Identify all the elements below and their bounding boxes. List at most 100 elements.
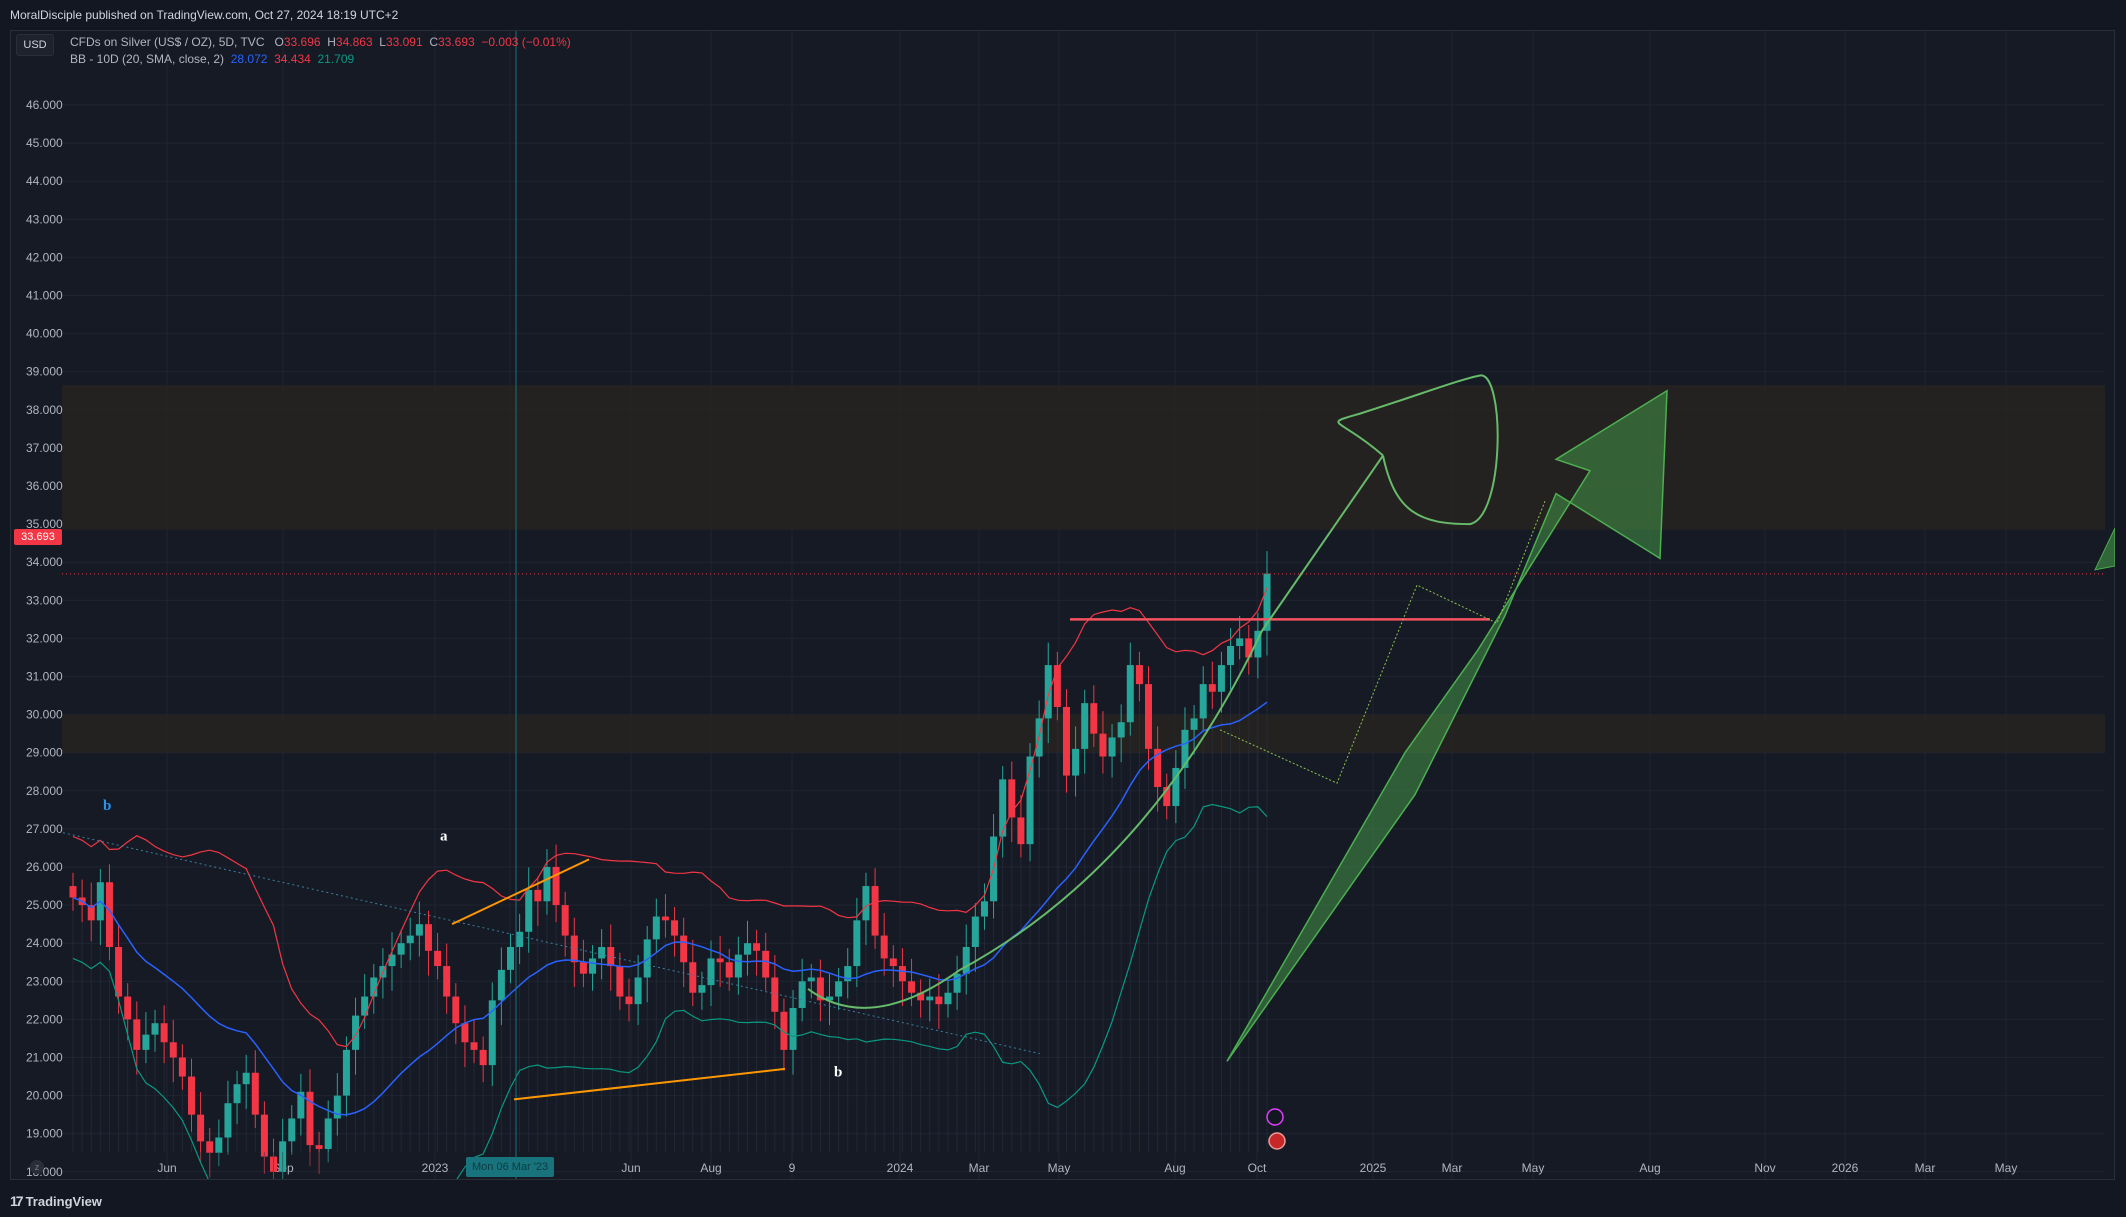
candle-body xyxy=(1117,722,1125,738)
candle-down xyxy=(680,917,688,1152)
candle-up xyxy=(1181,707,1189,1152)
candle-down xyxy=(908,958,916,1152)
y-tick-label: 41.000 xyxy=(26,289,63,303)
y-tick-label: 27.000 xyxy=(26,822,63,836)
candle-body xyxy=(1208,684,1216,692)
x-tick-label: 2025 xyxy=(1360,1161,1387,1175)
candle-body xyxy=(1126,665,1134,723)
candle-body xyxy=(1026,756,1034,845)
candle-down xyxy=(871,868,879,1152)
change-value: −0.003 (−0.01%) xyxy=(481,35,571,49)
y-tick-label: 23.000 xyxy=(26,974,63,988)
candle-down xyxy=(552,844,560,1152)
candle-up xyxy=(1263,551,1271,1152)
chart-frame xyxy=(10,30,2115,1180)
candle-down xyxy=(178,1044,186,1152)
y-tick-label: 29.000 xyxy=(26,746,63,760)
candle-up xyxy=(224,1080,232,1155)
candle-up xyxy=(826,974,834,1152)
candle-up xyxy=(1072,726,1080,1152)
candle-body xyxy=(1181,729,1189,768)
price-chart[interactable]: 46.000 45.000 44.000 43.000 42.000 41.000 40.0… xyxy=(11,31,2115,1179)
candle-body xyxy=(1263,573,1271,631)
candle-body xyxy=(324,1118,332,1149)
x-tick-label: May xyxy=(1048,1161,1071,1175)
wedge-upper xyxy=(451,858,590,926)
candle-body xyxy=(87,905,95,921)
candle-up xyxy=(1199,666,1207,1152)
candle-body xyxy=(889,958,897,967)
candle-body xyxy=(935,996,943,1005)
indicator-row: BB - 10D (20, SMA, close, 2) 28.072 34.4… xyxy=(70,51,571,68)
candle-body xyxy=(251,1072,259,1115)
currency-button[interactable]: USD xyxy=(16,34,54,56)
candle-body xyxy=(716,958,724,963)
candle-body xyxy=(844,966,852,982)
candle-body xyxy=(880,935,888,959)
candle-body xyxy=(215,1137,223,1153)
candle-up xyxy=(1227,628,1235,1152)
candle-body xyxy=(780,1011,788,1050)
candle-up xyxy=(807,964,815,1152)
candle-body xyxy=(689,962,697,993)
reset-zoom-icon[interactable]: z xyxy=(30,1160,44,1174)
candle-down xyxy=(270,1138,278,1179)
candle-down xyxy=(452,983,460,1152)
candle-body xyxy=(1044,665,1052,719)
candle-body xyxy=(488,1000,496,1066)
candle-up xyxy=(789,990,797,1152)
candle-down xyxy=(1099,711,1107,1152)
candle-down xyxy=(889,945,897,1152)
high-value: 34.863 xyxy=(335,35,373,49)
candle-up xyxy=(233,1070,241,1152)
candle-down xyxy=(260,1101,268,1174)
candle-body xyxy=(370,977,378,997)
candle-up xyxy=(652,898,660,1152)
candle-down xyxy=(1008,761,1016,1152)
y-tick-label: 33.000 xyxy=(26,593,63,607)
candle-down xyxy=(1154,726,1162,1152)
candle-body xyxy=(516,931,524,948)
candle-body xyxy=(133,1019,141,1050)
candle-up xyxy=(1108,724,1116,1152)
y-tick-label: 40.000 xyxy=(26,327,63,341)
candle-down xyxy=(1135,651,1143,1152)
candle-body xyxy=(315,1145,323,1149)
edge-arrow-icon xyxy=(2094,527,2115,571)
candle-body xyxy=(789,1007,797,1050)
candle-body xyxy=(835,981,843,997)
candle-body xyxy=(634,977,642,1005)
candle-body xyxy=(980,901,988,917)
y-tick-label: 25.000 xyxy=(26,898,63,912)
x-tick-label: Mar xyxy=(1915,1161,1936,1175)
candle-body xyxy=(397,943,405,955)
candle-up xyxy=(388,932,396,1152)
candle-up xyxy=(944,979,952,1152)
tradingview-logo[interactable]: 17 TradingView xyxy=(10,1193,102,1209)
candle-body xyxy=(926,996,934,1001)
candle-up xyxy=(488,982,496,1152)
candle-up xyxy=(980,883,988,1152)
candle-body xyxy=(406,935,414,944)
low-label: L xyxy=(379,35,386,49)
dotted-trendline xyxy=(62,832,1041,1055)
y-tick-label: 38.000 xyxy=(26,403,63,417)
candle-body xyxy=(589,958,597,974)
y-tick-label: 43.000 xyxy=(26,212,63,226)
candle-up xyxy=(397,929,405,1152)
candle-up xyxy=(643,926,651,1152)
symbol-name[interactable]: CFDs on Silver (US$ / OZ), 5D, TVC xyxy=(70,35,265,49)
candle-up xyxy=(506,933,514,1152)
candle-body xyxy=(115,947,123,997)
candle-up xyxy=(1254,612,1262,1152)
candle-down xyxy=(716,935,724,1152)
candle-body xyxy=(725,962,733,978)
candle-body xyxy=(388,954,396,967)
projection-curve xyxy=(807,454,1384,1009)
y-tick-label: 45.000 xyxy=(26,136,63,150)
candle-body xyxy=(826,996,834,1001)
candle-body xyxy=(598,947,606,959)
candle-body xyxy=(999,779,1007,837)
wave-label: b xyxy=(103,798,111,814)
bb-label[interactable]: BB - 10D (20, SMA, close, 2) xyxy=(70,52,225,66)
